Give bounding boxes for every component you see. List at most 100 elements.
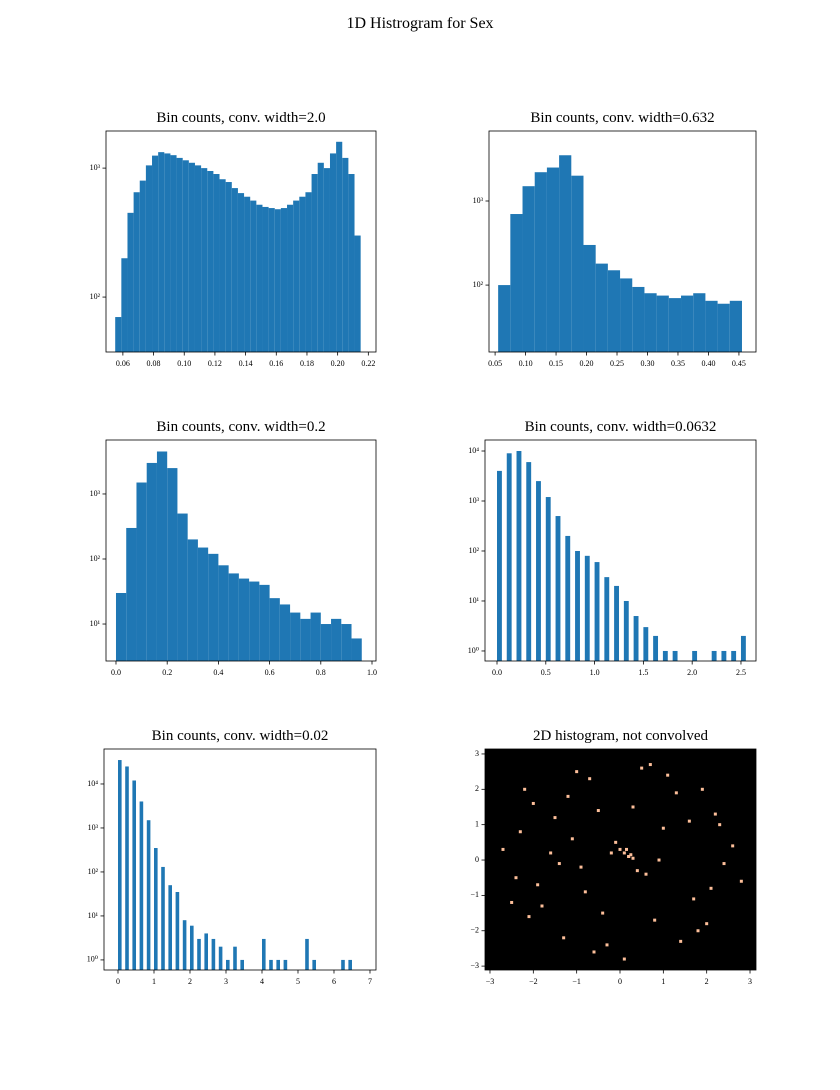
- y-tick-label: 10²: [88, 867, 99, 876]
- x-tick-label: 0.15: [549, 359, 563, 368]
- bar: [126, 527, 137, 661]
- cell: [540, 904, 544, 908]
- x-tick-label: 0.16: [269, 359, 283, 368]
- bar: [555, 516, 561, 661]
- bar: [668, 298, 682, 352]
- cell: [566, 794, 570, 798]
- bar: [280, 208, 288, 352]
- cell: [705, 922, 709, 926]
- bar: [201, 168, 208, 352]
- cell: [718, 823, 722, 827]
- bar: [672, 650, 678, 661]
- x-tick-label: 0.40: [701, 359, 715, 368]
- y-tick-label: 10³: [88, 823, 99, 832]
- x-tick-label: −3: [486, 977, 495, 986]
- bar: [189, 925, 194, 970]
- bar: [146, 462, 157, 661]
- x-tick-label: 1: [152, 977, 156, 986]
- bar: [208, 553, 219, 661]
- bar: [721, 650, 727, 661]
- bar: [331, 618, 342, 661]
- bar: [643, 627, 649, 661]
- axes-frame: [105, 130, 377, 353]
- x-tick-label: 0.10: [177, 359, 191, 368]
- bar: [317, 162, 324, 352]
- bar: [197, 547, 209, 661]
- cell: [518, 830, 522, 834]
- bar: [583, 244, 596, 352]
- x-tick-label: 0.2: [162, 668, 172, 677]
- cell: [622, 851, 626, 855]
- bar: [351, 638, 362, 661]
- bar: [341, 959, 345, 970]
- x-tick-label: 5: [296, 977, 300, 986]
- subplot-title: Bin counts, conv. width=0.02: [152, 728, 329, 744]
- bar: [259, 584, 270, 661]
- bar: [279, 604, 291, 661]
- cell: [557, 862, 561, 866]
- bar: [310, 612, 321, 661]
- cell: [622, 957, 626, 961]
- bar: [231, 188, 238, 352]
- bar: [604, 577, 610, 661]
- cell: [531, 801, 535, 805]
- bar: [161, 866, 165, 970]
- bar: [177, 513, 188, 661]
- y-tick-label: 10³: [469, 496, 480, 505]
- cell: [553, 816, 557, 820]
- subplot-title: 2D histogram, not convolved: [533, 728, 708, 744]
- bar: [545, 497, 551, 661]
- cell: [674, 791, 678, 795]
- bar: [534, 172, 547, 352]
- bar: [575, 550, 580, 661]
- cell: [709, 886, 713, 890]
- cell: [527, 915, 531, 919]
- x-tick-label: 0.35: [671, 359, 685, 368]
- bar: [348, 174, 355, 352]
- cell: [501, 847, 505, 851]
- y-tick-label: 10²: [90, 292, 101, 301]
- x-tick-label: 0.20: [331, 359, 345, 368]
- bar: [565, 535, 571, 661]
- bar: [620, 278, 633, 352]
- y-tick-label: 10²: [469, 546, 480, 555]
- bar: [299, 196, 306, 352]
- bar: [152, 155, 159, 352]
- bar: [336, 141, 343, 352]
- axes-frame: [484, 748, 757, 971]
- bar: [354, 235, 361, 352]
- bar: [287, 204, 294, 352]
- bar: [305, 192, 312, 352]
- subplot-title: Bin counts, conv. width=0.2: [156, 419, 325, 435]
- axes-frame: [105, 439, 377, 662]
- cell: [575, 770, 579, 774]
- bar: [740, 635, 746, 661]
- bar: [225, 182, 232, 352]
- cell: [631, 805, 635, 809]
- bar: [168, 885, 172, 970]
- bar: [145, 165, 153, 352]
- bar: [692, 650, 698, 661]
- subplot-title: Bin counts, conv. width=2.0: [156, 110, 325, 126]
- bar: [594, 562, 600, 661]
- y-tick-label: 2: [475, 784, 479, 793]
- bar: [176, 157, 183, 352]
- bar: [293, 200, 300, 352]
- x-tick-label: −2: [529, 977, 538, 986]
- bar: [662, 650, 668, 661]
- bar: [329, 153, 337, 352]
- bar: [546, 167, 560, 352]
- bar: [188, 162, 195, 352]
- bar: [705, 300, 718, 352]
- bar: [139, 180, 146, 352]
- cell: [653, 918, 657, 922]
- y-tick-label: 1: [475, 819, 479, 828]
- x-tick-label: 2: [188, 977, 192, 986]
- cell: [627, 854, 631, 858]
- bar: [261, 938, 266, 970]
- bar: [262, 206, 269, 352]
- bar: [250, 200, 257, 352]
- bar: [218, 565, 229, 661]
- cell: [596, 809, 600, 813]
- y-tick-label: 10²: [473, 280, 484, 289]
